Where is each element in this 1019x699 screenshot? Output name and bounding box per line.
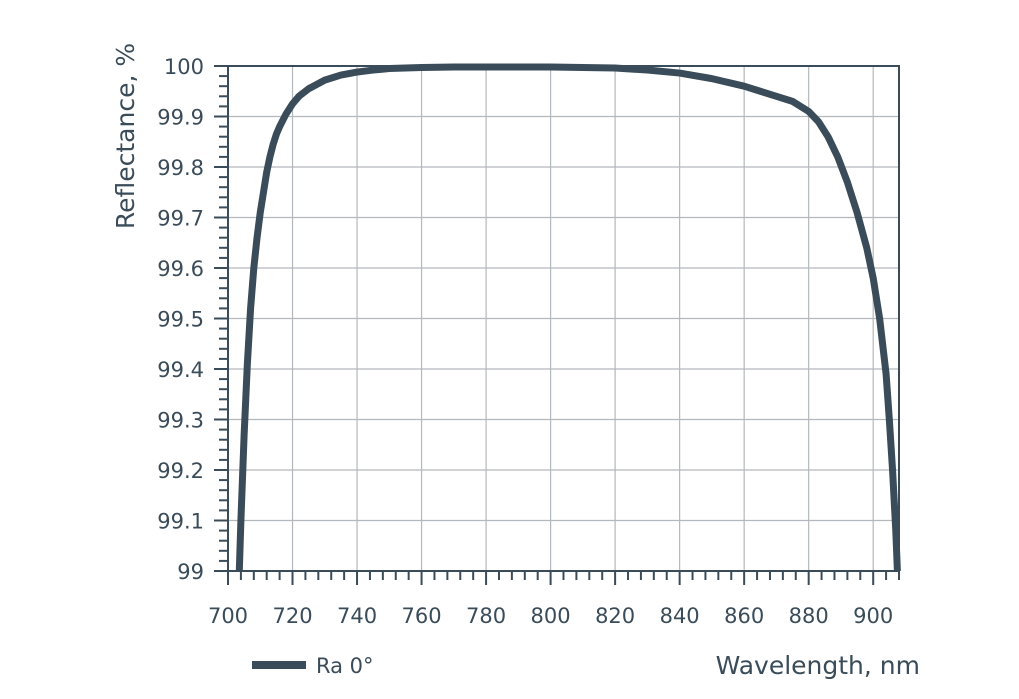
y-tick-label: 99.3 bbox=[157, 409, 204, 433]
y-tick-label: 99.1 bbox=[157, 510, 204, 534]
y-tick-label: 99.9 bbox=[157, 106, 204, 130]
y-axis-title: Reflectance, % bbox=[111, 43, 140, 229]
minor-ticks bbox=[214, 65, 900, 585]
y-tick-labels: 99 99.1 99.2 99.3 99.4 99.5 99.6 99.7 99.8 99.9 10… bbox=[157, 55, 204, 584]
x-tick-label: 800 bbox=[531, 604, 571, 628]
y-tick-label: 99.7 bbox=[157, 207, 204, 231]
legend: Ra 0° bbox=[252, 654, 374, 678]
y-tick-label: 99.5 bbox=[157, 308, 204, 332]
x-tick-label: 760 bbox=[402, 604, 442, 628]
y-tick-label: 99 bbox=[177, 560, 204, 584]
series-lines bbox=[235, 63, 901, 572]
y-tick-label: 99.8 bbox=[157, 156, 204, 180]
y-tick-label: 99.2 bbox=[157, 459, 204, 483]
y-tick-label: 100 bbox=[164, 55, 204, 79]
x-tick-label: 820 bbox=[595, 604, 635, 628]
x-tick-label: 860 bbox=[724, 604, 764, 628]
x-tick-label: 720 bbox=[272, 604, 312, 628]
x-tick-label: 740 bbox=[337, 604, 377, 628]
grid bbox=[228, 66, 899, 571]
y-tick-label: 99.4 bbox=[157, 358, 204, 382]
x-tick-label: 780 bbox=[466, 604, 506, 628]
x-tick-labels: 700 720 740 760 780 800 820 840 860 880 900 bbox=[208, 604, 893, 628]
x-axis-title: Wavelength, nm bbox=[716, 651, 920, 680]
legend-label: Ra 0° bbox=[316, 654, 374, 678]
series-line bbox=[235, 63, 901, 572]
x-tick-label: 880 bbox=[789, 604, 829, 628]
x-tick-label: 900 bbox=[853, 604, 893, 628]
x-tick-label: 840 bbox=[660, 604, 700, 628]
y-tick-label: 99.6 bbox=[157, 257, 204, 281]
x-tick-label: 700 bbox=[208, 604, 248, 628]
